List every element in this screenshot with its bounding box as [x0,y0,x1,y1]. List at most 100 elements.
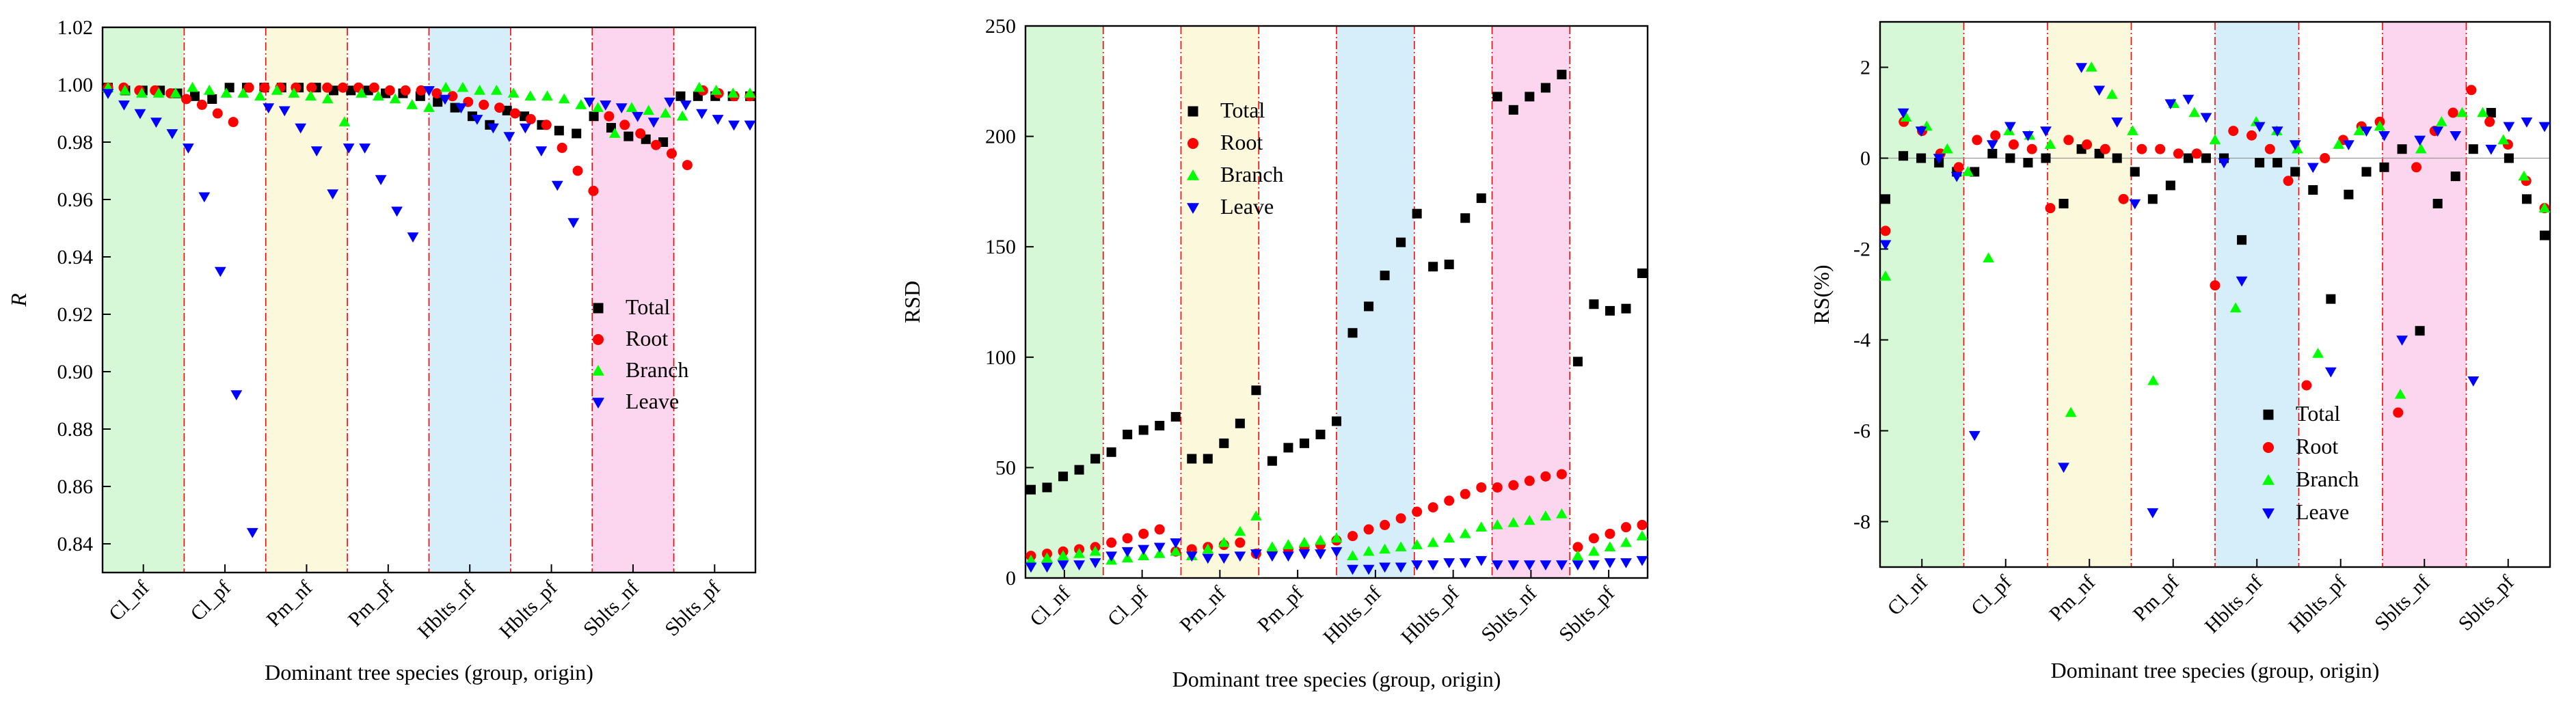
marker-leave [1604,558,1616,568]
marker-total [189,91,200,101]
marker-leave [455,103,467,113]
marker-branch [1443,532,1455,543]
legend-label-total: Total [626,294,670,319]
y-tick-label: 0.86 [57,476,94,498]
marker-leave [2111,118,2123,128]
marker-total [2344,189,2354,199]
legend-label-root: Root [626,326,668,350]
marker-total [1380,271,1390,281]
marker-total [2397,144,2407,154]
marker-total [1332,416,1341,426]
marker-root [1588,533,1599,544]
marker-total [1090,454,1101,464]
marker-leave [263,103,275,113]
marker-branch [592,102,604,112]
marker-total [1881,194,1890,204]
y-tick-label: -4 [1853,329,1870,352]
marker-total [2263,409,2274,420]
marker-leave [2343,140,2354,150]
y-tick-label: 0.90 [57,361,94,383]
marker-branch [1555,508,1568,519]
marker-leave [503,132,515,142]
marker-leave [647,118,660,128]
marker-root [1953,162,1964,173]
marker-leave [1330,547,1343,557]
marker-root [243,82,254,93]
marker-root [479,99,489,110]
marker-total [1042,482,1052,493]
y-tick-label: 0.94 [57,246,94,268]
marker-leave [1347,564,1358,575]
marker-root [2228,126,2239,137]
marker-total [1106,447,1116,457]
marker-leave [2040,126,2052,137]
marker-root [2118,193,2129,204]
marker-leave [1185,551,1198,562]
marker-total [2255,158,2265,168]
marker-branch [1962,166,1974,176]
marker-total [1251,385,1261,396]
legend-label-leave: Leave [1220,194,1274,219]
marker-leave [1572,560,1584,571]
marker-leave [1298,549,1311,560]
marker-root [1380,519,1391,530]
marker-branch [1475,521,1488,532]
marker-leave [2147,508,2159,519]
y-axis-label: RS(%) [1809,264,1834,324]
marker-branch [440,81,452,92]
legend-label-leave: Leave [2296,499,2349,524]
marker-branch [1604,541,1616,552]
marker-root [1188,138,1198,149]
marker-leave [1620,558,1632,568]
chart-rs: -8 -6 -4 -2 0 2 Cl_nf Cl_pf Pm_nf Pm_pf Hblts_nf Hb… [1809,20,2551,683]
marker-leave [471,115,483,125]
band-Pm_nf [2048,22,2132,567]
marker-total [1058,471,1069,482]
marker-branch [1138,550,1150,560]
marker-branch [187,81,198,92]
y-axis-label: R [6,293,31,307]
marker-total [1188,106,1198,117]
marker-total [1026,484,1036,495]
marker-root [1880,225,1891,236]
marker-total [1916,153,1927,163]
marker-total [2112,153,2122,163]
marker-total [1899,151,1909,161]
marker-leave [2307,163,2319,174]
marker-branch [389,93,401,104]
marker-root [604,111,615,122]
marker-total [1605,305,1615,316]
marker-leave [375,175,387,185]
marker-branch [1491,519,1503,529]
marker-total [572,128,582,139]
marker-branch [490,85,502,95]
marker-root [2210,280,2221,291]
marker-root [2320,153,2331,163]
marker-total [2201,153,2211,163]
x-tick-label: Hblts_pf [495,577,562,644]
marker-total [675,91,686,101]
marker-branch [2003,125,2015,135]
marker-leave [118,100,130,111]
band-Cl_nf [103,27,185,573]
marker-total [1476,193,1486,204]
marker-total [1396,237,1406,247]
marker-leave [2450,130,2462,141]
marker-total [207,94,217,104]
marker-total [1428,262,1438,272]
marker-branch [2333,139,2345,149]
marker-branch [2477,107,2489,118]
marker-leave [295,123,307,134]
y-tick-label: 0 [1860,148,1870,170]
marker-leave [1315,549,1326,560]
y-tick-label: 150 [985,236,1016,258]
marker-leave [2432,126,2444,137]
marker-total [2504,153,2514,163]
marker-root [2155,143,2166,154]
marker-branch [2106,89,2118,99]
marker-root [2484,116,2495,127]
marker-branch [1298,536,1311,547]
marker-total [1572,357,1583,367]
